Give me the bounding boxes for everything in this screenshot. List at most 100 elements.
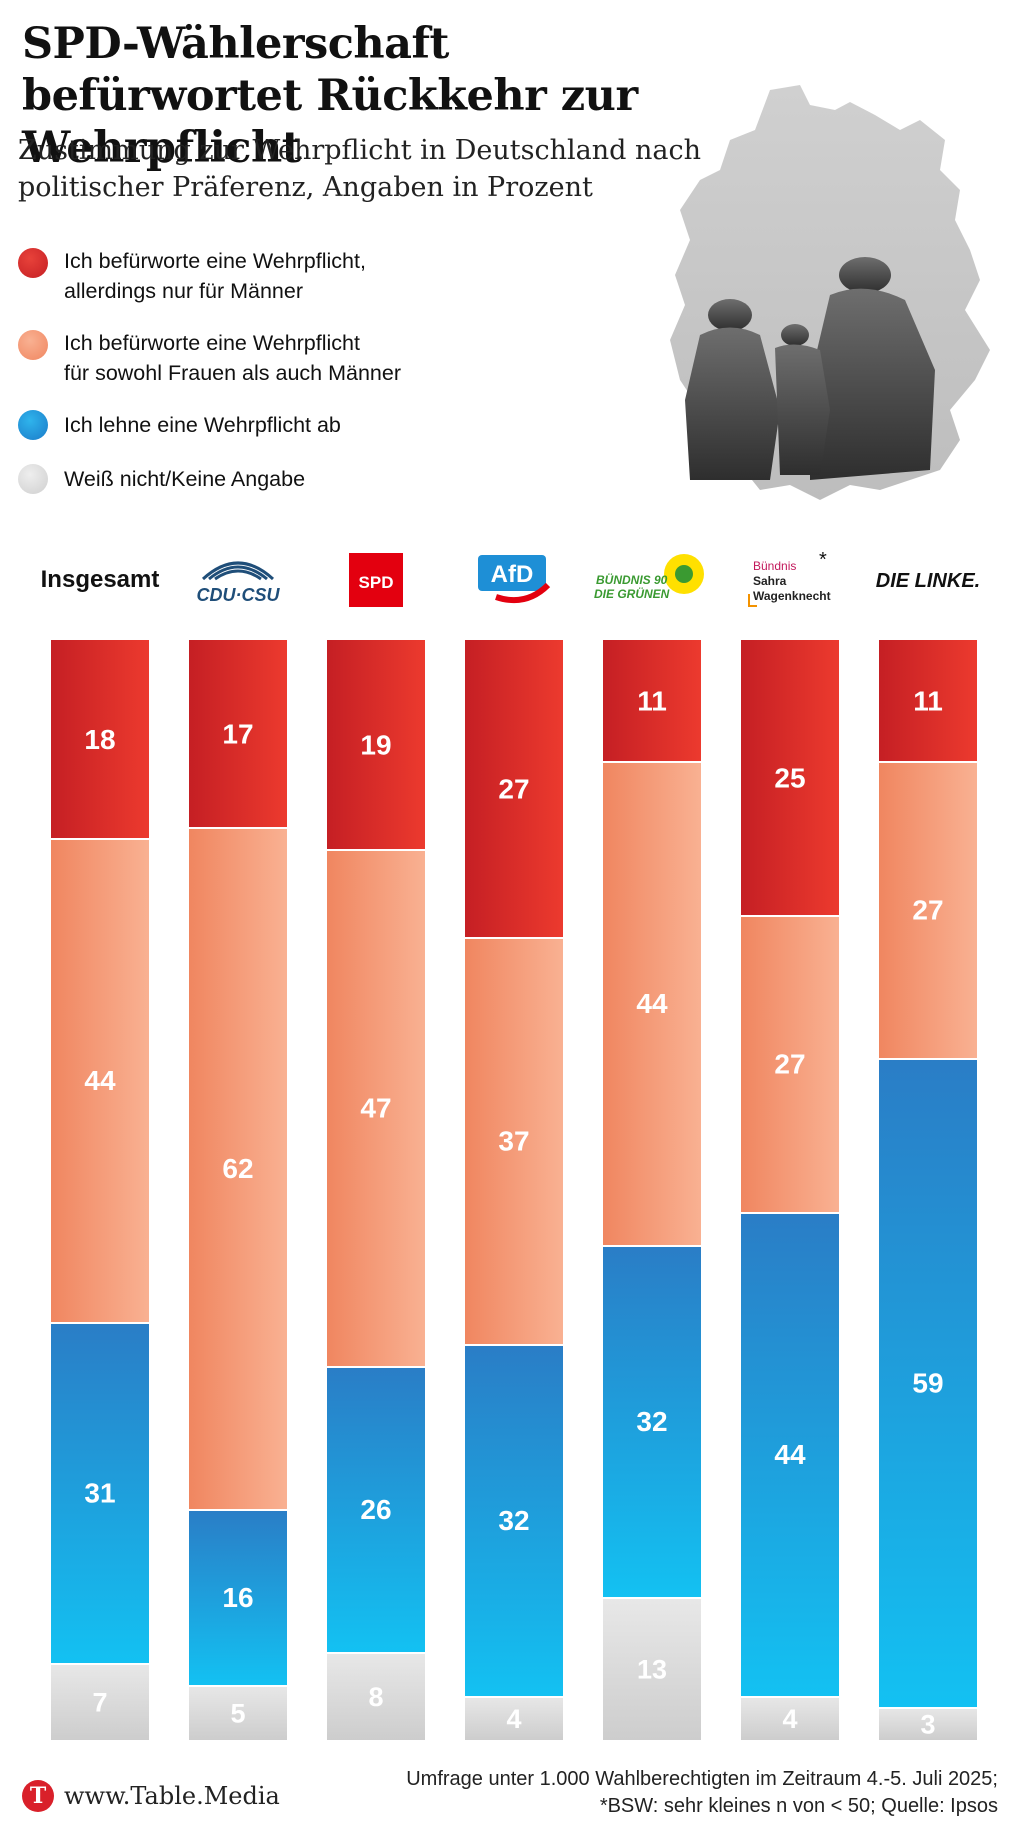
legend-dot-grey: [18, 464, 48, 494]
bar-segment: [327, 1366, 425, 1652]
bar-segment: [465, 937, 563, 1344]
data-label: 25: [774, 763, 805, 794]
data-label: 16: [222, 1582, 253, 1613]
legend-dot-salmon: [18, 330, 48, 360]
bar-stack-die-linke: 11 27 59 3: [879, 640, 977, 1740]
linke-text: DIE LINKE.: [876, 570, 980, 592]
data-label: 31: [84, 1478, 115, 1509]
bar-segment: [51, 1322, 149, 1663]
bar-segment: [189, 1685, 287, 1740]
segment-divider: [465, 937, 563, 939]
segment-divider: [465, 1344, 563, 1346]
legend-dot-blue: [18, 410, 48, 440]
data-label: 3: [920, 1710, 935, 1740]
data-label: 13: [637, 1655, 667, 1685]
segment-divider: [741, 915, 839, 917]
bar-segment: [189, 1509, 287, 1685]
afd-logo: AfD: [454, 545, 574, 615]
segment-divider: [51, 1322, 149, 1324]
segment-divider: [879, 761, 977, 763]
data-label: 27: [912, 895, 943, 926]
segment-divider: [189, 1685, 287, 1687]
bar-segment: [603, 1597, 701, 1740]
bar-segment: [189, 640, 287, 827]
bar-segment: [51, 640, 149, 838]
bar-segment: [327, 849, 425, 1366]
segment-divider: [741, 1212, 839, 1214]
data-label: 19: [360, 730, 391, 761]
gruene-text-line2: DIE GRÜNEN: [594, 586, 670, 601]
segment-divider: [51, 1663, 149, 1665]
bar-segment: [879, 1707, 977, 1740]
data-label: 8: [368, 1682, 383, 1712]
bar-segment: [465, 640, 563, 937]
segment-divider: [465, 1696, 563, 1698]
spd-logo: SPD: [316, 545, 436, 615]
table-media-logo-icon: T: [22, 1780, 54, 1812]
segment-divider: [327, 1652, 425, 1654]
bar-segment: [879, 1058, 977, 1707]
footer-note: Umfrage unter 1.000 Wahlberechtigten im …: [406, 1766, 998, 1820]
data-label: 11: [637, 686, 667, 717]
data-label: 4: [782, 1704, 797, 1734]
footer-note-line1: Umfrage unter 1.000 Wahlberechtigten im …: [406, 1768, 998, 1790]
data-label: 7: [92, 1688, 107, 1718]
cdu-csu-text: CDU·CSU: [197, 585, 281, 605]
spd-text: SPD: [359, 573, 394, 592]
bar-segment: [465, 1344, 563, 1696]
bsw-text-line2: Sahra: [753, 574, 787, 588]
bar-stack-insgesamt: 18 44 31 7: [51, 640, 149, 1740]
bsw-footnote-star: *: [819, 549, 827, 571]
gruene-logo: BÜNDNIS 90 DIE GRÜNEN: [592, 545, 712, 615]
afd-text: AfD: [491, 561, 534, 588]
data-label: 32: [636, 1406, 667, 1437]
data-label: 37: [498, 1126, 529, 1157]
segment-divider: [327, 849, 425, 851]
bar-segment: [879, 640, 977, 761]
spd-logo-graphic: SPD: [349, 553, 403, 607]
bsw-text-line1: Bündnis: [753, 559, 796, 573]
data-label: 59: [912, 1368, 943, 1399]
segment-divider: [603, 1597, 701, 1599]
segment-divider: [603, 761, 701, 763]
bar-segment: [603, 1245, 701, 1597]
segment-divider: [879, 1058, 977, 1060]
bar-stack-afd: 27 37 32 4: [465, 640, 563, 1740]
party-header-row: Insgesamt CDU·CSU SPD AfD: [0, 545, 1024, 615]
data-label: 18: [84, 724, 115, 755]
legend-label: Weiß nicht/Keine Angabe: [64, 467, 306, 491]
afd-logo-graphic: AfD: [478, 555, 551, 603]
cdu-csu-logo: CDU·CSU: [178, 545, 298, 615]
bar-stack-b-ndnis-90-die-gr-nen: 11 44 32 13: [603, 640, 701, 1740]
data-label: 62: [222, 1153, 253, 1184]
segment-divider: [189, 827, 287, 829]
bar-segment: [603, 761, 701, 1245]
legend-label: für sowohl Frauen als auch Männer: [64, 361, 402, 385]
bar-segment: [465, 1696, 563, 1740]
bsw-logo-graphic: Bündnis Sahra Wagenknecht *: [748, 549, 831, 607]
bar-segment: [327, 640, 425, 849]
segment-divider: [741, 1696, 839, 1698]
bar-segment: [51, 838, 149, 1322]
gruene-logo-graphic: BÜNDNIS 90 DIE GRÜNEN: [594, 554, 704, 601]
data-label: 5: [230, 1699, 245, 1729]
legend-label: Ich befürworte eine Wehrpflicht: [64, 331, 360, 355]
segment-divider: [189, 1509, 287, 1511]
gruene-text-line1: BÜNDNIS 90: [596, 572, 668, 587]
party-label-text: Insgesamt: [40, 566, 160, 593]
segment-divider: [51, 838, 149, 840]
sunflower-icon: [664, 554, 704, 594]
party-label-insgesamt: Insgesamt: [40, 545, 160, 615]
data-label: 27: [498, 774, 529, 805]
footer-note-line2: *BSW: sehr kleines n von < 50; Quelle: I…: [599, 1795, 998, 1817]
page-subtitle: Zustimmung zur Wehrpflicht in Deutschlan…: [18, 135, 701, 203]
data-label: 11: [913, 686, 943, 717]
bar-segment: [51, 1663, 149, 1740]
data-label: 47: [360, 1093, 391, 1124]
bsw-logo: Bündnis Sahra Wagenknecht *: [730, 545, 850, 615]
data-label: 44: [636, 988, 668, 1019]
linke-logo: DIE LINKE.: [868, 545, 988, 615]
footer-url[interactable]: www.Table.Media: [64, 1782, 280, 1810]
bar-segment: [189, 827, 287, 1509]
data-label: 4: [506, 1704, 521, 1734]
